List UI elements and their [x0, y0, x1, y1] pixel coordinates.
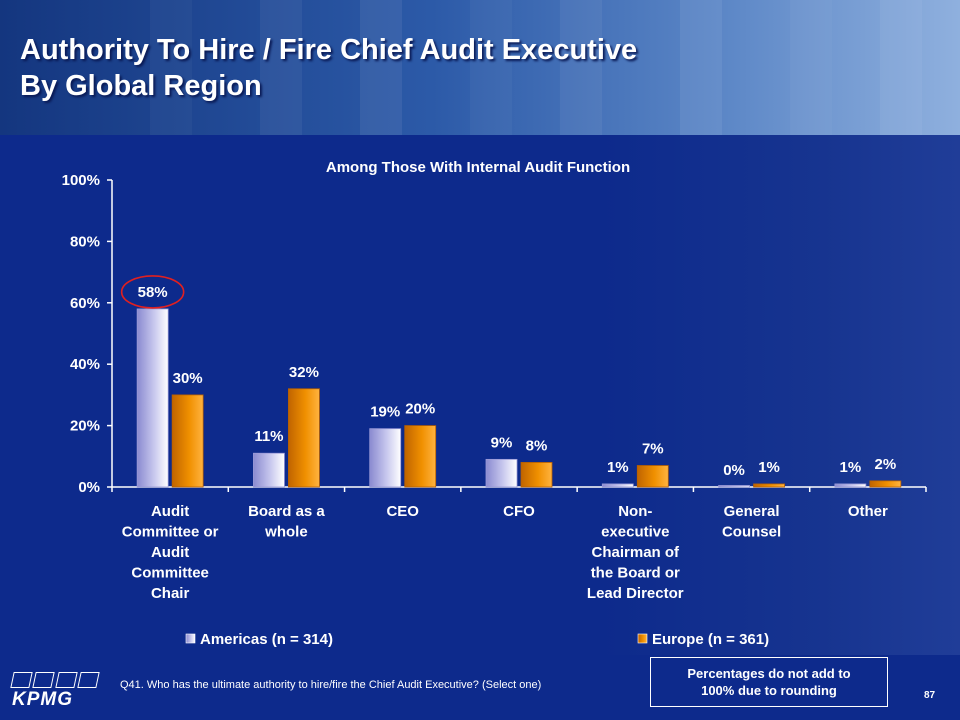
- bar-americas: [834, 483, 867, 488]
- data-label: 19%: [370, 404, 400, 421]
- data-label: 1%: [607, 459, 629, 476]
- x-category-label: Chair: [151, 585, 190, 602]
- x-category-label: Non-: [618, 503, 652, 520]
- page-title-line-2: By Global Region: [20, 70, 262, 102]
- legend-label-europe: Europe (n = 361): [652, 631, 769, 648]
- x-category-label: the Board or: [591, 565, 680, 582]
- x-category-label: Chairman of: [592, 544, 681, 561]
- bar-europe: [520, 462, 553, 488]
- header-pane: [880, 0, 922, 135]
- bar-europe: [288, 388, 320, 488]
- header-pane: [560, 0, 602, 135]
- bar-europe: [636, 465, 669, 488]
- x-category-label: General: [724, 503, 780, 520]
- y-tick-label: 0%: [78, 479, 100, 496]
- data-label: 30%: [173, 370, 203, 387]
- kpmg-logo: KPMG: [10, 672, 100, 712]
- legend-label-americas: Americas (n = 314): [200, 631, 333, 648]
- y-tick-label: 20%: [70, 418, 100, 435]
- legend-swatch-europe: [637, 633, 648, 644]
- bar-europe: [404, 425, 437, 488]
- bar-americas: [718, 485, 750, 488]
- data-label: 9%: [491, 434, 513, 451]
- x-category-label: Audit: [151, 503, 189, 520]
- y-tick-label: 100%: [62, 172, 100, 189]
- x-category-label: CEO: [386, 503, 419, 520]
- y-tick-label: 40%: [70, 356, 100, 373]
- y-tick-label: 60%: [70, 295, 100, 312]
- rounding-note-box: Percentages do not add to 100% due to ro…: [650, 657, 888, 707]
- logo-wordmark: KPMG: [12, 689, 73, 710]
- x-category-label: CFO: [503, 503, 535, 520]
- data-label: 58%: [138, 284, 168, 301]
- x-category-label: Audit: [151, 544, 189, 561]
- bar-europe: [869, 480, 902, 488]
- bar-americas: [485, 458, 518, 488]
- data-label: 20%: [405, 401, 435, 418]
- page-number: 87: [924, 690, 936, 701]
- page-title-line-1: Authority To Hire / Fire Chief Audit Exe…: [20, 34, 638, 66]
- bar-europe: [171, 394, 204, 488]
- bar-americas: [369, 428, 402, 488]
- rounding-note-line-1: Percentages do not add to: [687, 666, 851, 681]
- y-tick-label: 80%: [70, 233, 100, 250]
- header-pane: [680, 0, 722, 135]
- data-label: 32%: [289, 364, 319, 381]
- header-band: [0, 0, 960, 135]
- x-category-label: executive: [601, 524, 669, 541]
- x-category-label: Committee or: [122, 524, 219, 541]
- data-label: 8%: [526, 437, 548, 454]
- header-pane: [360, 0, 402, 135]
- legend-swatch-americas: [185, 633, 196, 644]
- rounding-note-line-2: 100% due to rounding: [701, 683, 837, 698]
- chart-plot-area: 0% 20% 40% 60% 80% 100% Audit Committee or Audit…: [62, 172, 927, 648]
- background-texture: [600, 135, 960, 655]
- data-label: 1%: [840, 459, 862, 476]
- footnote: Q41. Who has the ultimate authority to h…: [120, 679, 542, 691]
- x-category-label: Other: [848, 503, 888, 520]
- data-label: 2%: [875, 456, 897, 473]
- x-category-label: Lead Director: [587, 585, 684, 602]
- data-label: 11%: [254, 428, 283, 445]
- x-category-label: Committee: [131, 565, 209, 582]
- data-label: 0%: [723, 462, 745, 479]
- data-label: 1%: [758, 459, 780, 476]
- chart-title: Among Those With Internal Audit Function: [326, 159, 630, 176]
- x-category-label: Counsel: [722, 524, 781, 541]
- bar-americas: [253, 452, 285, 488]
- bar-americas: [136, 308, 169, 488]
- logo-boxes: [10, 672, 100, 688]
- x-category-label: Board as a: [248, 503, 325, 520]
- x-category-label: whole: [264, 524, 308, 541]
- page-title: Authority To Hire / Fire Chief Audit Exe…: [20, 32, 637, 104]
- data-label: 7%: [642, 441, 664, 458]
- bar-americas: [601, 483, 634, 488]
- highlight-circle: [120, 275, 185, 309]
- header-pane: [260, 0, 302, 135]
- bar-europe: [753, 483, 785, 488]
